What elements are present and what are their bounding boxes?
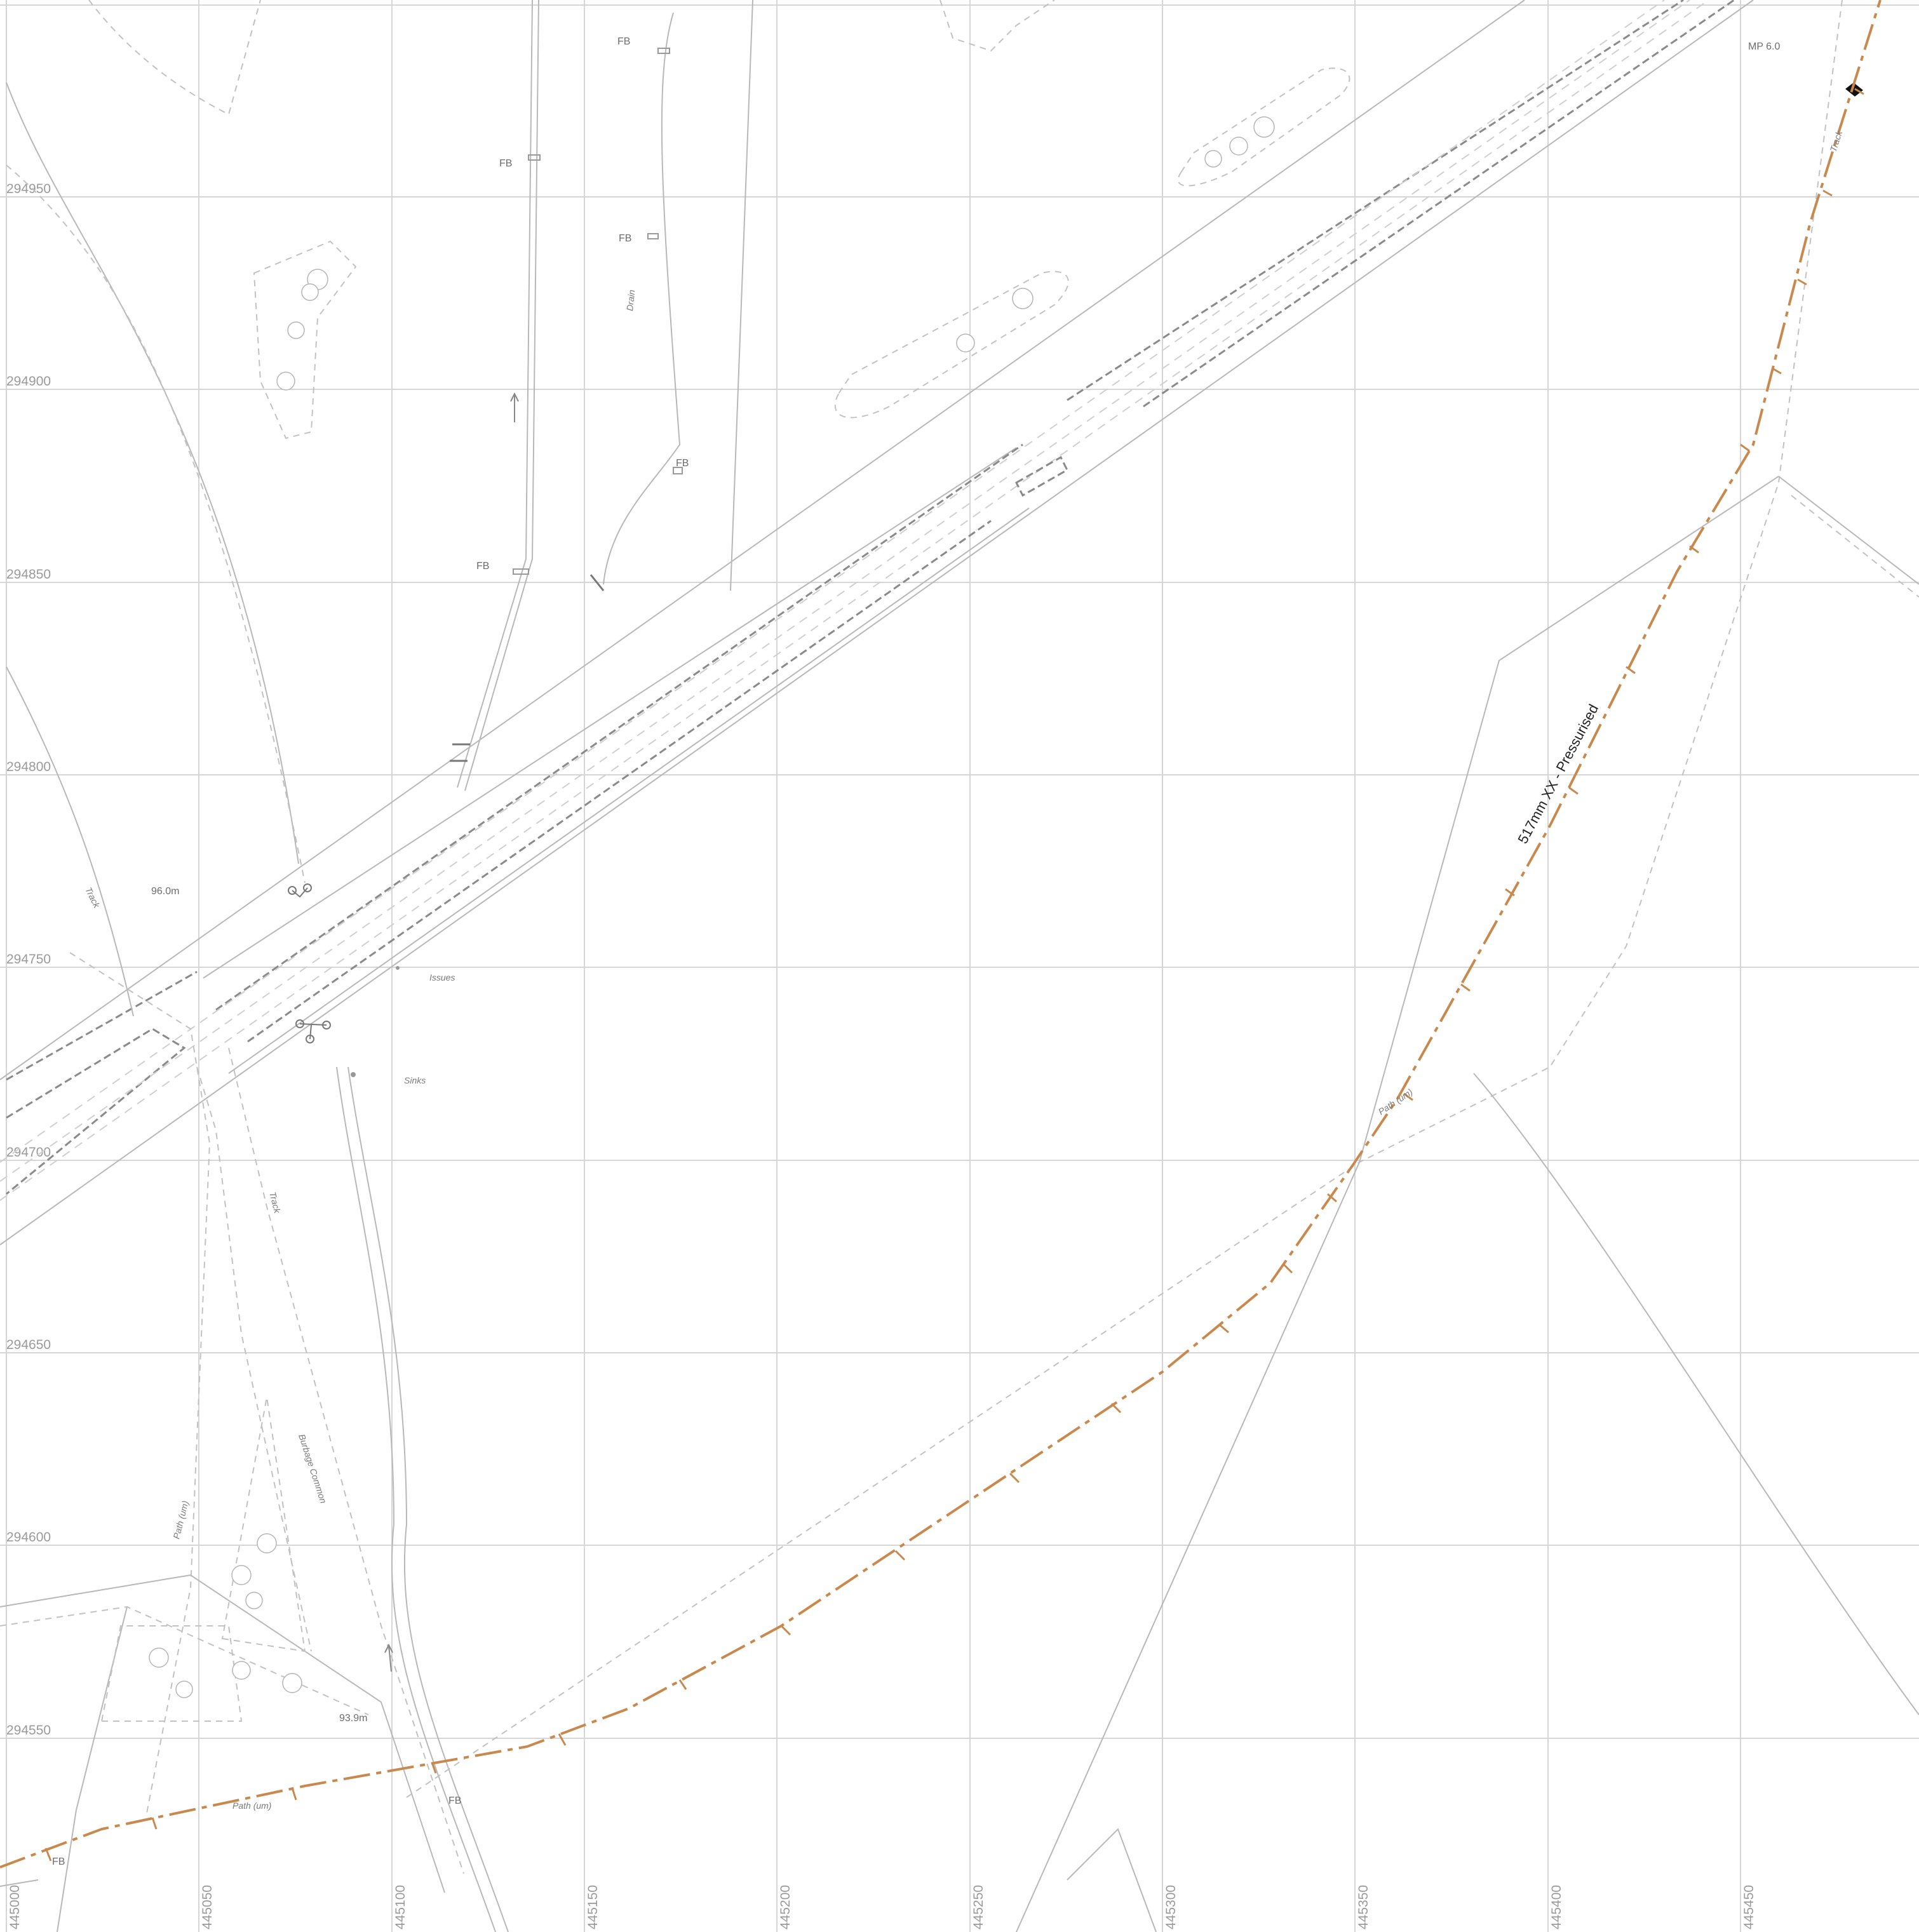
tree-icon bbox=[175, 1680, 193, 1698]
northing-label: 294650 bbox=[6, 1338, 51, 1352]
pipeline-route: 517mm XX - Pressurised bbox=[0, 0, 1882, 1868]
grid-northings bbox=[0, 4, 1919, 1739]
woodland-areas bbox=[100, 67, 1350, 1722]
tree-icon bbox=[257, 1533, 277, 1553]
tree-icon bbox=[149, 1647, 169, 1668]
footbridge-label: FB bbox=[476, 561, 489, 572]
path-label: Path (um) bbox=[1377, 1087, 1415, 1117]
milepost-label: MP 6.0 bbox=[1748, 41, 1781, 52]
tree-icon bbox=[1253, 116, 1275, 138]
footbridge-icon bbox=[673, 467, 683, 474]
spring-point-icon bbox=[396, 966, 400, 970]
northing-labels: 294950 294900 294850 294800 294750 29470… bbox=[6, 182, 51, 1738]
northing-label: 294900 bbox=[6, 374, 51, 389]
path-label: Path (um) bbox=[232, 1801, 271, 1811]
northing-label: 294850 bbox=[6, 567, 51, 582]
tree-icon bbox=[245, 1592, 263, 1609]
sinks-label: Sinks bbox=[404, 1075, 426, 1085]
northing-label: 294950 bbox=[6, 182, 51, 196]
easting-label: 445250 bbox=[971, 1885, 986, 1929]
footbridge-label: FB bbox=[676, 458, 689, 469]
tree-icon bbox=[1012, 288, 1034, 309]
track-label: Track bbox=[267, 1191, 283, 1215]
map-labels: FB FB FB FB FB FB FB Drain Track Track 9… bbox=[52, 36, 1845, 1867]
grid-eastings bbox=[6, 0, 1741, 1932]
motorway-corridor bbox=[0, 0, 1754, 1245]
footbridge-label: FB bbox=[617, 36, 630, 47]
easting-label: 445450 bbox=[1742, 1885, 1756, 1929]
tree-icon bbox=[276, 372, 295, 391]
easting-label: 445100 bbox=[393, 1885, 408, 1929]
pipeline-label: 517mm XX - Pressurised bbox=[1514, 702, 1601, 847]
spot-height-label: 93.9m bbox=[339, 1713, 367, 1724]
track-label: Track bbox=[1828, 129, 1845, 153]
issues-label: Issues bbox=[429, 972, 455, 983]
marker-post-icon bbox=[1845, 83, 1863, 97]
flow-arrow-icon bbox=[510, 392, 519, 422]
easting-label: 445050 bbox=[200, 1885, 215, 1929]
tree-icon bbox=[287, 321, 305, 339]
northing-label: 294550 bbox=[6, 1723, 51, 1738]
footbridge-label: FB bbox=[448, 1795, 461, 1806]
tree-icon bbox=[956, 333, 975, 352]
footbridge-icon bbox=[657, 48, 670, 54]
flow-arrow-icon bbox=[384, 1643, 393, 1672]
footbridge-icon bbox=[513, 568, 529, 575]
path-label: Path (um) bbox=[171, 1499, 190, 1540]
drain-label: Drain bbox=[624, 289, 636, 311]
spot-height-label: 96.0m bbox=[151, 886, 179, 897]
northing-label: 294750 bbox=[6, 952, 51, 967]
spring-symbol-icon bbox=[288, 883, 312, 898]
footbridge-label: FB bbox=[499, 158, 512, 169]
footbridge-icon bbox=[647, 233, 659, 239]
easting-label: 445300 bbox=[1164, 1885, 1178, 1929]
spring-symbol-icon bbox=[295, 1019, 331, 1043]
easting-label: 445350 bbox=[1356, 1885, 1371, 1929]
tree-icon bbox=[282, 1673, 302, 1693]
common-name-label: Burbage Common bbox=[297, 1433, 328, 1505]
easting-labels: 445000 445050 445100 445150 445200 44525… bbox=[8, 1885, 1756, 1929]
tree-icon bbox=[1229, 137, 1248, 156]
northing-label: 294600 bbox=[6, 1530, 51, 1545]
spring-point-icon bbox=[351, 1072, 356, 1077]
northing-label: 294700 bbox=[6, 1145, 51, 1160]
northing-label: 294800 bbox=[6, 760, 51, 774]
footbridge-label: FB bbox=[52, 1856, 65, 1867]
footbridge-label: FB bbox=[619, 233, 631, 244]
structures bbox=[288, 48, 1863, 1672]
tree-icon bbox=[301, 283, 319, 301]
tree-icon bbox=[1204, 150, 1222, 168]
tree-icon bbox=[231, 1565, 252, 1585]
easting-label: 445150 bbox=[586, 1885, 600, 1929]
easting-label: 445200 bbox=[778, 1885, 793, 1929]
tree-icon bbox=[232, 1661, 251, 1680]
easting-label: 445400 bbox=[1549, 1885, 1564, 1929]
easting-label: 445000 bbox=[8, 1885, 22, 1929]
footbridge-icon bbox=[528, 154, 541, 161]
